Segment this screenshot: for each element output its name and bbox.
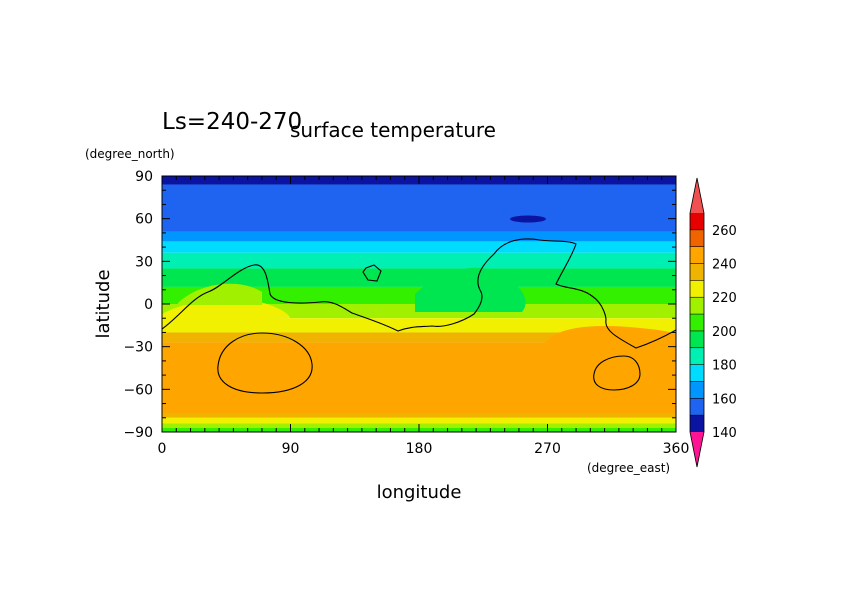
southeast-orange-lobe <box>540 326 676 350</box>
temperature-band-3 <box>162 241 676 253</box>
topography-contour-west-basin <box>217 332 313 394</box>
y-tick-label: −60 <box>123 382 153 398</box>
chart-subtitle: Ls=240-270 <box>162 109 302 135</box>
y-tick-label: 30 <box>135 254 153 270</box>
chart-title: surface temperature <box>290 118 496 142</box>
y-tick-label: 90 <box>135 169 153 185</box>
x-tick-label: 270 <box>534 441 561 457</box>
temperature-band-8 <box>162 318 676 333</box>
colorbar-segment <box>690 297 704 315</box>
plot-area <box>162 176 676 432</box>
west-light-green-bulge <box>178 283 262 305</box>
x-tick-label: 360 <box>663 441 690 457</box>
temperature-band-11 <box>162 413 676 418</box>
y-unit-label: (degree_north) <box>85 147 175 161</box>
colorbar-segment <box>690 314 704 331</box>
colorbar-label: 200 <box>712 325 737 340</box>
temperature-band-2 <box>162 231 676 242</box>
north-green-bulge <box>415 267 526 312</box>
x-tick-label: 0 <box>158 441 167 457</box>
colorbar-segment <box>690 246 704 264</box>
temperature-band-1 <box>162 184 676 232</box>
colorbar-segment <box>690 263 704 281</box>
colorbar-segment <box>690 415 704 432</box>
x-unit-label: (degree_east) <box>587 461 670 475</box>
y-axis: 90 60 30 0 −30 −60 −90 <box>123 169 676 441</box>
topography-contour-island <box>362 264 382 282</box>
colorbar-label: 180 <box>712 359 737 374</box>
y-tick-label: −30 <box>123 340 153 356</box>
colorbar-label: 240 <box>712 258 737 273</box>
colorbar-label: 260 <box>712 224 737 239</box>
topography-contours <box>162 238 676 394</box>
y-tick-label: 60 <box>135 212 153 228</box>
x-tick-label: 180 <box>406 441 433 457</box>
colorbar-segment <box>690 381 704 399</box>
colorbar: 140 160 180 200 220 240 260 <box>689 177 737 468</box>
colorbar-label: 140 <box>712 426 737 441</box>
temperature-band-4 <box>162 252 676 269</box>
colorbar-over-triangle <box>690 178 704 213</box>
topography-contour-east-basin <box>593 355 641 391</box>
temperature-band-9 <box>162 332 676 343</box>
x-axis-label: longitude <box>377 482 462 503</box>
colorbar-label: 220 <box>712 291 737 306</box>
colorbar-segment <box>690 347 704 365</box>
colorbar-segment <box>690 398 704 416</box>
colorbar-segment <box>690 229 704 247</box>
colorbar-segment <box>690 280 704 298</box>
x-tick-label: 90 <box>282 441 300 457</box>
x-axis: 0 90 180 270 360 <box>158 176 690 457</box>
temperature-band-10 <box>162 342 676 414</box>
topography-contour-main <box>162 238 676 349</box>
temperature-band-5 <box>162 268 676 287</box>
colorbar-label: 160 <box>712 392 737 407</box>
colorbar-outline <box>689 177 705 468</box>
north-polar-blob <box>510 215 546 223</box>
y-tick-label: 0 <box>144 297 153 313</box>
y-tick-label: −90 <box>123 425 153 441</box>
colorbar-under-triangle <box>690 432 704 467</box>
colorbar-segment <box>690 364 704 382</box>
regional-features <box>162 215 676 350</box>
colorbar-segment <box>690 330 704 348</box>
y-axis-label: latitude <box>93 269 114 338</box>
temperature-band-12 <box>162 417 676 424</box>
colorbar-segment <box>690 213 704 230</box>
